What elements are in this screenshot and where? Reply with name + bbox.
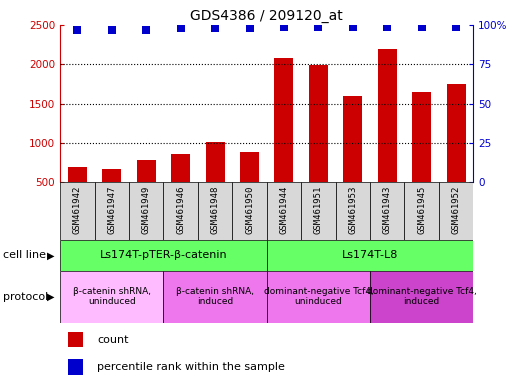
Text: dominant-negative Tcf4,
induced: dominant-negative Tcf4, induced	[367, 287, 476, 306]
Point	[176, 25, 185, 31]
Bar	[275, 58, 293, 182]
Text: percentile rank within the sample: percentile rank within the sample	[97, 362, 285, 372]
Text: GSM461942: GSM461942	[73, 185, 82, 233]
Bar	[240, 152, 259, 182]
Text: protocol: protocol	[3, 291, 48, 302]
Bar	[370, 182, 404, 240]
Bar	[439, 182, 473, 240]
Text: ▶: ▶	[48, 291, 55, 302]
Point	[349, 23, 357, 30]
Bar	[198, 182, 232, 240]
Bar	[447, 84, 465, 182]
Bar	[95, 182, 129, 240]
Point	[142, 26, 151, 33]
Bar	[232, 182, 267, 240]
Bar	[267, 240, 473, 271]
Text: dominant-negative Tcf4,
uninduced: dominant-negative Tcf4, uninduced	[264, 287, 373, 306]
Text: GSM461946: GSM461946	[176, 185, 185, 233]
Point	[280, 23, 288, 30]
Text: GSM461952: GSM461952	[451, 185, 461, 233]
Bar	[129, 182, 163, 240]
Bar	[267, 271, 370, 323]
Point	[108, 26, 116, 33]
Bar	[171, 154, 190, 182]
Bar	[336, 182, 370, 240]
Text: ▶: ▶	[48, 250, 55, 260]
Point	[314, 23, 323, 30]
Text: GSM461948: GSM461948	[211, 185, 220, 233]
Bar	[378, 50, 397, 182]
Bar	[60, 240, 267, 271]
Bar	[137, 161, 156, 182]
Text: GSM461953: GSM461953	[348, 185, 357, 233]
Text: GSM461945: GSM461945	[417, 185, 426, 233]
Text: GSM461947: GSM461947	[107, 185, 116, 233]
Text: β-catenin shRNA,
uninduced: β-catenin shRNA, uninduced	[73, 287, 151, 306]
Text: cell line: cell line	[3, 250, 46, 260]
Bar	[60, 182, 95, 240]
Bar	[60, 271, 163, 323]
Point	[73, 26, 82, 33]
Text: GSM461943: GSM461943	[383, 185, 392, 233]
Bar	[267, 182, 301, 240]
Bar	[163, 271, 267, 323]
Point	[245, 25, 254, 31]
Bar	[103, 169, 121, 182]
Text: GSM461951: GSM461951	[314, 185, 323, 233]
Bar	[370, 271, 473, 323]
Point	[211, 25, 219, 31]
Bar	[68, 167, 87, 182]
Text: GSM461944: GSM461944	[279, 185, 289, 233]
Title: GDS4386 / 209120_at: GDS4386 / 209120_at	[190, 8, 343, 23]
Bar	[309, 65, 328, 182]
Bar	[206, 142, 224, 182]
Text: count: count	[97, 335, 129, 345]
Bar	[69, 359, 83, 375]
Text: β-catenin shRNA,
induced: β-catenin shRNA, induced	[176, 287, 254, 306]
Bar	[404, 182, 439, 240]
Point	[383, 23, 391, 30]
Point	[417, 23, 426, 30]
Text: GSM461950: GSM461950	[245, 185, 254, 233]
Point	[452, 23, 460, 30]
Bar	[301, 182, 336, 240]
Text: GSM461949: GSM461949	[142, 185, 151, 233]
Bar	[412, 92, 431, 182]
Bar	[69, 332, 83, 347]
Bar	[163, 182, 198, 240]
Text: Ls174T-L8: Ls174T-L8	[342, 250, 398, 260]
Bar	[343, 96, 362, 182]
Text: Ls174T-pTER-β-catenin: Ls174T-pTER-β-catenin	[99, 250, 228, 260]
